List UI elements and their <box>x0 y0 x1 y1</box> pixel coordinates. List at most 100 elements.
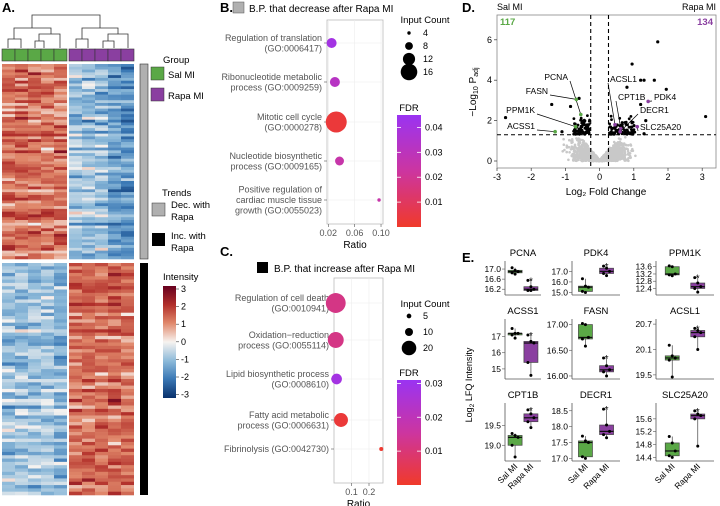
heatmap-cell <box>121 465 134 469</box>
heatmap-cell <box>82 119 95 123</box>
heatmap-cell <box>95 408 108 413</box>
heatmap-cell <box>41 388 54 393</box>
data-point <box>580 322 584 326</box>
data-point <box>670 265 674 269</box>
heatmap-cell <box>108 206 121 210</box>
fdr-tick-label: 0.04 <box>425 122 443 132</box>
fdr-tick-label: 0.01 <box>425 197 443 207</box>
heatmap-cell <box>95 339 108 343</box>
heatmap-cell <box>82 175 95 179</box>
heatmap-cell <box>108 269 121 274</box>
heatmap-cell <box>15 412 28 416</box>
y-tick-label: 16 <box>492 348 502 358</box>
heatmap-cell <box>82 312 95 317</box>
heatmap-cell <box>41 142 54 146</box>
heatmap-cell <box>2 299 15 304</box>
heatmap-cell <box>69 128 82 132</box>
heatmap-cell <box>69 125 82 129</box>
heatmap-cell <box>121 312 134 317</box>
heatmap-cell <box>2 263 15 267</box>
nonsignificant-point <box>617 152 620 156</box>
heatmap-cell <box>82 369 95 373</box>
heatmap-cell <box>69 292 82 297</box>
heatmap-cell <box>54 408 67 413</box>
heatmap-cell <box>69 172 82 176</box>
heatmap-cell <box>82 408 95 413</box>
heatmap-cell <box>121 279 134 284</box>
nonsignificant-point <box>616 159 619 162</box>
heatmap-cell <box>2 471 15 476</box>
heatmap-cell <box>15 369 28 373</box>
heatmap-cell <box>15 319 28 323</box>
data-point <box>513 268 517 272</box>
heatmap-cell <box>15 355 28 360</box>
label-leader-line <box>615 100 622 129</box>
heatmap-cell <box>82 108 95 112</box>
heatmap-cell <box>121 75 134 79</box>
heatmap-cell <box>54 228 67 232</box>
y-tick-label: 13.2 <box>635 269 652 279</box>
heatmap-cell <box>121 242 134 246</box>
heatmap-cell <box>28 272 41 277</box>
gene-label: CPT1B <box>618 92 646 102</box>
heatmap-cell <box>69 155 82 160</box>
heatmap-cell <box>41 228 54 232</box>
heatmap-cell <box>108 296 121 300</box>
heatmap-cell <box>95 125 108 129</box>
heatmap-cell <box>95 388 108 393</box>
heatmap-cell <box>41 379 54 383</box>
heatmap-cell <box>2 478 15 483</box>
heatmap-cell <box>82 282 95 287</box>
y-tick-label: 14.8 <box>635 440 652 450</box>
heatmap-cell <box>108 247 121 251</box>
heatmap-cell <box>41 355 54 360</box>
y-tick-label: 16.50 <box>547 345 569 355</box>
heatmap-cell <box>82 114 95 118</box>
heatmap-cell <box>121 435 134 439</box>
x-axis-label: Ratio <box>343 240 367 251</box>
heatmap-cell <box>54 491 67 496</box>
heatmap-cell <box>28 485 41 489</box>
heatmap-cell <box>82 316 95 320</box>
y-axis-label-part: P <box>468 76 479 86</box>
heatmap-cell <box>69 175 82 179</box>
heatmap-cell <box>15 178 28 182</box>
term-dot <box>377 198 381 202</box>
heatmap-cell <box>69 158 82 162</box>
heatmap-cell <box>28 369 41 373</box>
heatmap-cell <box>41 75 54 79</box>
heatmap-cell <box>82 435 95 439</box>
heatmap-cell <box>69 233 82 238</box>
heatmap-cell <box>121 83 134 87</box>
heatmap-cell <box>69 225 82 229</box>
heatmap-cell <box>108 183 121 187</box>
heatmap-cell <box>54 345 67 350</box>
heatmap-cell <box>95 242 108 246</box>
data-point <box>580 455 584 459</box>
heatmap-cell <box>15 425 28 430</box>
nonsignificant-point <box>562 143 566 146</box>
heatmap-cell <box>108 312 121 317</box>
heatmap-cell <box>15 228 28 232</box>
heatmap-cell <box>15 329 28 333</box>
heatmap-cell <box>108 108 121 112</box>
heatmap-cell <box>41 256 54 260</box>
boxplot-title: PDK4 <box>584 248 609 259</box>
gene-label: SLC25A20 <box>640 122 681 132</box>
heatmap-cell <box>2 183 15 187</box>
heatmap-cell <box>121 282 134 287</box>
heatmap-cell <box>82 299 95 304</box>
heatmap-cell <box>28 72 41 76</box>
heatmap-cell <box>69 432 82 436</box>
heatmap-cell <box>15 114 28 118</box>
heatmap-cell <box>69 266 82 270</box>
nonsignificant-point <box>570 154 573 157</box>
significant-point <box>576 123 580 127</box>
significant-point <box>586 114 589 117</box>
heatmap-cell <box>54 461 67 466</box>
heatmap-cell <box>15 111 28 115</box>
heatmap-cell <box>69 316 82 320</box>
significant-point <box>625 128 629 132</box>
data-point <box>526 288 530 292</box>
heatmap-cell <box>121 412 134 416</box>
